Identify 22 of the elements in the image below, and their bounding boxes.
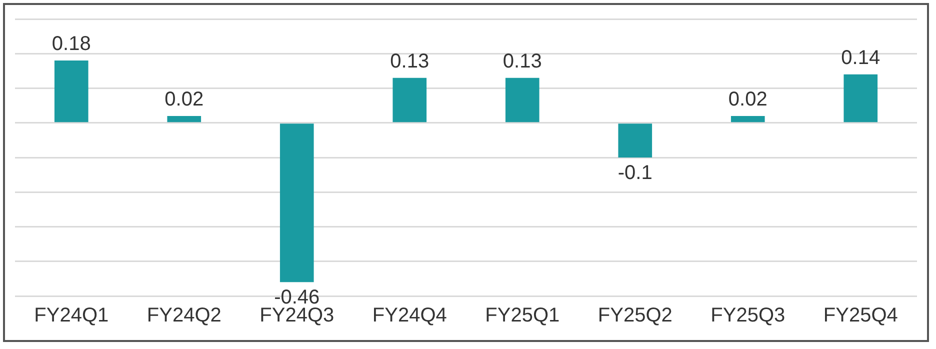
x-tick-label: FY24Q1 bbox=[34, 304, 109, 327]
x-tick-label: FY25Q3 bbox=[710, 304, 786, 327]
bar bbox=[505, 78, 540, 122]
data-label: 0.13 bbox=[390, 50, 430, 72]
x-tick-label: FY25Q1 bbox=[485, 304, 560, 327]
bar bbox=[730, 116, 765, 122]
bar bbox=[392, 78, 427, 122]
bar bbox=[844, 74, 878, 122]
x-tick-label: FY25Q2 bbox=[598, 304, 672, 327]
bar bbox=[167, 116, 202, 122]
data-label: 0.02 bbox=[164, 88, 204, 110]
x-tick-label: FY24Q4 bbox=[372, 304, 447, 327]
x-tick-label: FY24Q2 bbox=[146, 304, 222, 327]
data-label: 0.02 bbox=[728, 88, 768, 110]
data-label: 0.14 bbox=[841, 46, 880, 69]
bar bbox=[618, 124, 652, 158]
bar bbox=[280, 124, 314, 282]
data-label: -0.1 bbox=[618, 162, 652, 184]
data-label: 0.18 bbox=[52, 33, 91, 56]
x-tick-label: FY25Q4 bbox=[823, 304, 898, 327]
data-label: 0.13 bbox=[502, 50, 542, 72]
bar bbox=[54, 60, 88, 122]
